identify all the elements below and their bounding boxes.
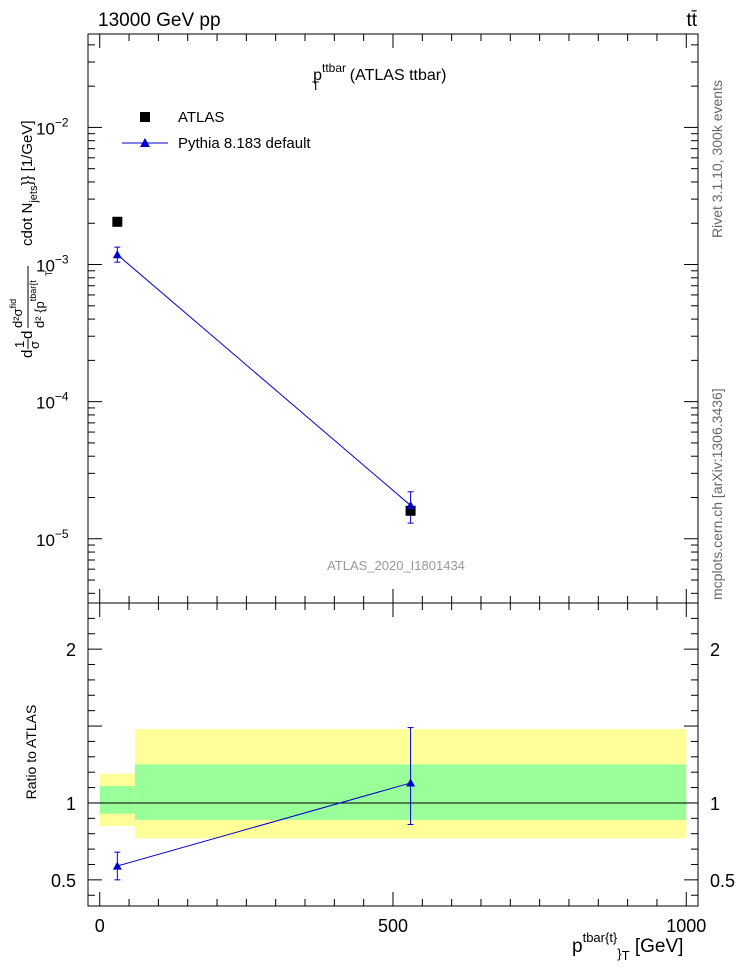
xlabel-unit: [GeV]	[630, 936, 684, 957]
plot-title-sub: T	[312, 79, 320, 93]
ylabel-tail-sub: jets	[28, 185, 40, 204]
ylabel-frac2-den-sub: T	[44, 270, 54, 276]
main-y-axis-label: d 1 σ d d²σfid d² {ptbar{t T cdot Njets}}…	[8, 120, 54, 358]
rivet-label: Rivet 3.1.10, 300k events	[709, 80, 725, 238]
ratio-uncertainty-bands	[99, 729, 687, 839]
x-axis-label: ptbar{t}}T [GeV]	[572, 930, 683, 963]
legend-mc-marker	[140, 138, 150, 147]
mc-point	[112, 250, 122, 259]
ratio-data-marks	[112, 727, 416, 881]
ylabel-d-mid: d	[19, 331, 36, 339]
ylabel-frac2-den-sup: tbar{t	[28, 280, 38, 302]
legend-atlas-marker	[140, 112, 150, 122]
ylabel-frac1-num: 1	[12, 341, 27, 348]
main-ytick-label: 10−3	[36, 253, 69, 276]
svg-text:1: 1	[12, 341, 27, 348]
ratio-axis-ticks: 0.5 0.5 1 1 2 2 0 500 1000	[51, 602, 735, 936]
ylabel-frac1-den: σ	[27, 341, 42, 349]
plot-title: pttbar T (ATLAS ttbar)	[312, 61, 446, 93]
svg-text:cdot Njets}} [1/GeV]: cdot Njets}} [1/GeV]	[19, 120, 40, 246]
mc-point	[406, 500, 416, 510]
legend-mc-label: Pythia 8.183 default	[178, 135, 311, 152]
svg-text:d²σfid: d²σfid	[8, 299, 25, 328]
main-ytick-label: 10−4	[36, 390, 69, 413]
ratio-ytick-label: 2	[66, 640, 76, 660]
xlabel-sub: }	[617, 946, 622, 961]
ratio-ytick-label-right: 0.5	[710, 871, 735, 891]
ylabel-frac2-num: d²σ	[10, 308, 25, 328]
plot-title-rest: (ATLAS ttbar)	[345, 67, 446, 84]
main-data-marks	[112, 216, 416, 524]
ratio-mc-point	[406, 778, 416, 787]
ylabel-d-lead: d	[19, 350, 36, 358]
xtick-label: 1000	[666, 916, 706, 936]
legend: ATLAS Pythia 8.183 default	[122, 109, 311, 152]
ratio-ytick-label: 0.5	[51, 871, 76, 891]
main-ytick-label: 10−5	[36, 527, 69, 550]
ratio-mc-point	[112, 861, 122, 870]
ylabel-tail-end: }} [1/GeV]	[19, 120, 36, 185]
xlabel-sub2: T	[622, 948, 630, 963]
ratio-ytick-label-right: 2	[710, 640, 720, 660]
svg-text:σ: σ	[27, 341, 42, 349]
plot-title-sup: ttbar	[322, 61, 346, 75]
legend-atlas-label: ATLAS	[178, 109, 224, 126]
main-axis-ticks: 10−5 10−4 10−3 10−2	[36, 34, 698, 603]
xtick-label: 500	[378, 916, 408, 936]
energy-label: 13000 GeV pp	[98, 10, 221, 31]
svg-text:d² {ptbar{tT: d² {ptbar{t T	[28, 270, 54, 328]
main-ytick-label: 10−2	[36, 115, 69, 138]
mcplots-label: mcplots.cern.ch [arXiv:1306.3436]	[709, 388, 725, 600]
ratio-y-axis-label: Ratio to ATLAS	[23, 705, 39, 800]
plot-title-main: p	[313, 67, 322, 84]
ylabel-tail: cdot N	[19, 203, 36, 246]
atlas-point	[112, 216, 123, 227]
ylabel-frac2-den: d² {p	[32, 301, 47, 328]
band-inner-0	[99, 786, 135, 814]
xlabel-sup: tbar{t}	[583, 930, 618, 945]
mc-line	[117, 254, 411, 506]
ratio-ytick-label-right: 1	[710, 794, 720, 814]
svg-text:d: d	[19, 331, 36, 339]
atlas-point	[405, 505, 416, 516]
analysis-id: ATLAS_2020_I1801434	[327, 558, 465, 573]
svg-text:d: d	[19, 350, 36, 358]
ylabel-frac2-num-sup: fid	[8, 299, 18, 309]
process-label: tt̄	[686, 10, 697, 31]
xlabel-main: p	[572, 936, 583, 957]
ratio-mc-line	[117, 782, 411, 867]
xtick-label: 0	[95, 916, 105, 936]
ratio-ytick-label: 1	[66, 794, 76, 814]
